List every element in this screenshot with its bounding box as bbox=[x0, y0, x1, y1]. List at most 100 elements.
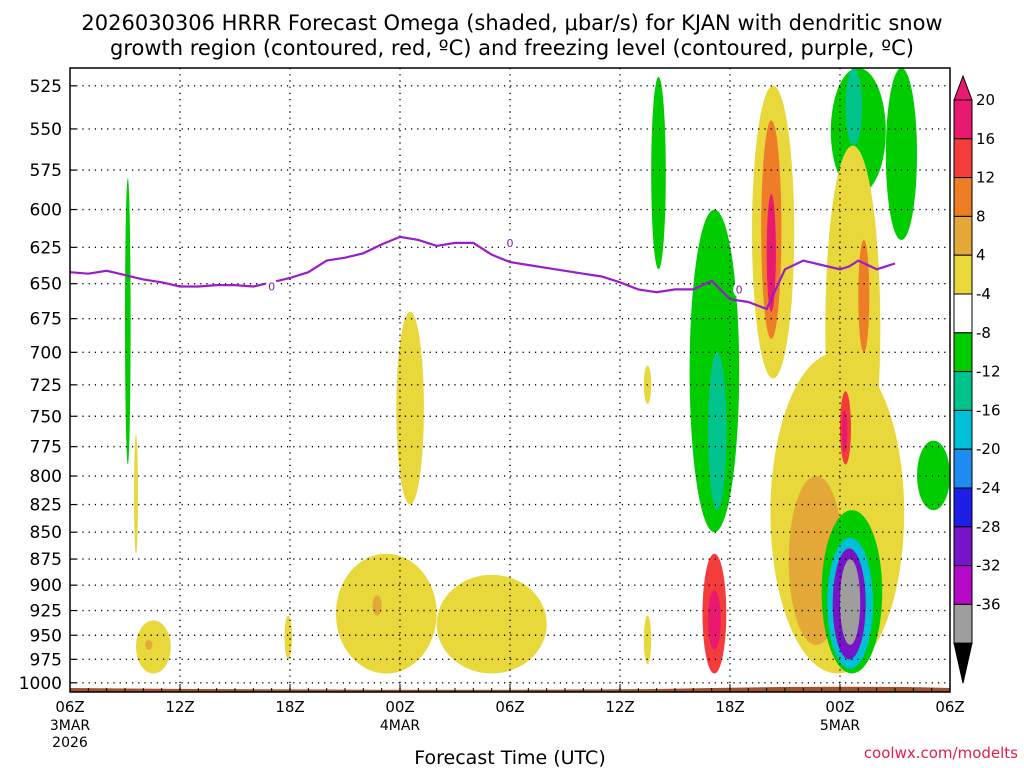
x-tick-label-30: 12Z bbox=[605, 698, 634, 716]
x-tick-label-24: 06Z bbox=[495, 698, 524, 716]
omega-region-12 bbox=[643, 615, 652, 665]
legend-swatch--20 bbox=[953, 448, 973, 489]
omega-region-5 bbox=[284, 615, 292, 660]
omega-region-2 bbox=[134, 434, 138, 554]
omega-region-19 bbox=[766, 194, 776, 312]
y-tick-label-825: 825 bbox=[30, 496, 62, 516]
y-tick-label-750: 750 bbox=[30, 407, 62, 427]
legend-swatch-8 bbox=[953, 215, 973, 256]
legend-swatch-12 bbox=[953, 177, 973, 217]
legend-swatch--12 bbox=[953, 371, 973, 411]
legend-label-16: 16 bbox=[976, 130, 995, 148]
color-legend: 20 16 12 8 4 -4 -8 -12 -16 -20 -24 -28 -32 -36 bbox=[953, 74, 1001, 684]
y-tick-label-925: 925 bbox=[30, 602, 62, 622]
legend-label--20: -20 bbox=[976, 440, 1001, 458]
y-tick-label-775: 775 bbox=[30, 438, 62, 458]
omega-region-32 bbox=[917, 440, 950, 511]
legend-swatch--32 bbox=[953, 565, 973, 605]
omega-region-24 bbox=[825, 145, 881, 511]
legend-swatch--16 bbox=[953, 409, 973, 450]
x-date-label-0-0: 3MAR bbox=[50, 718, 91, 734]
omega-region-16 bbox=[708, 590, 721, 650]
legend-label--8: -8 bbox=[976, 324, 991, 342]
x-tick-label-18: 00Z bbox=[385, 698, 414, 716]
omega-region-10 bbox=[651, 76, 666, 270]
axes: 525 550 575 600 625 650 675 700 725 750 775 800 825 8… bbox=[19, 67, 965, 751]
legend-label--4: -4 bbox=[976, 285, 991, 303]
legend-label-12: 12 bbox=[976, 169, 995, 187]
y-tick-label-600: 600 bbox=[30, 201, 62, 221]
plot-area: 0 0 0 bbox=[69, 68, 950, 692]
y-tick-label-975: 975 bbox=[30, 650, 62, 670]
legend-label--36: -36 bbox=[976, 595, 1001, 613]
omega-region-6 bbox=[396, 311, 424, 505]
legend-swatch--28 bbox=[953, 526, 973, 567]
y-tick-label-550: 550 bbox=[30, 120, 62, 140]
legend-label--32: -32 bbox=[976, 557, 1001, 575]
omega-region-30 bbox=[840, 559, 861, 645]
credit-text: coolwx.com/modelts bbox=[864, 744, 1018, 762]
legend-swatch--36 bbox=[953, 603, 973, 644]
legend-swatch--24 bbox=[953, 487, 973, 528]
legend-swatch--4 bbox=[953, 293, 973, 334]
x-date-label-0-1: 2026 bbox=[52, 735, 88, 751]
freezing-level-label-text: 0 bbox=[736, 283, 743, 296]
omega-region-8 bbox=[436, 574, 547, 674]
freezing-level-label-1: 0 bbox=[265, 278, 278, 295]
omega-region-31 bbox=[885, 68, 918, 240]
y-tick-label-650: 650 bbox=[30, 275, 62, 295]
y-tick-label-850: 850 bbox=[30, 523, 62, 543]
omega-region-9 bbox=[372, 595, 382, 616]
freezing-level-label-text: 0 bbox=[268, 281, 275, 294]
freezing-level-label-3: 0 bbox=[733, 281, 746, 298]
freezing-level-label-text: 0 bbox=[507, 237, 514, 250]
y-tick-label-800: 800 bbox=[30, 467, 62, 487]
y-tick-label-950: 950 bbox=[30, 626, 62, 646]
legend-label-8: 8 bbox=[976, 207, 986, 225]
omega-region-26 bbox=[841, 410, 848, 453]
legend-swatch-16 bbox=[953, 138, 973, 179]
legend-label--28: -28 bbox=[976, 518, 1001, 536]
omega-region-23 bbox=[845, 68, 863, 146]
omega-region-14 bbox=[708, 352, 727, 511]
x-date-label-42-0: 5MAR bbox=[820, 718, 861, 734]
legend-swatch-4 bbox=[953, 254, 973, 295]
x-tick-label-12: 18Z bbox=[275, 698, 304, 716]
legend-label--24: -24 bbox=[976, 479, 1001, 497]
legend-label-4: 4 bbox=[976, 246, 986, 264]
legend-bottom-arrow bbox=[953, 642, 973, 684]
x-axis-title: Forecast Time (UTC) bbox=[414, 747, 605, 768]
y-tick-label-675: 675 bbox=[30, 310, 62, 330]
y-tick-label-625: 625 bbox=[30, 238, 62, 258]
x-tick-label-0: 06Z bbox=[55, 698, 84, 716]
legend-label-20: 20 bbox=[976, 91, 995, 109]
omega-region-7 bbox=[335, 553, 437, 674]
legend-label--12: -12 bbox=[976, 363, 1001, 381]
freezing-level-label-2: 0 bbox=[504, 234, 516, 251]
freezing-level-label-bg bbox=[265, 278, 278, 295]
omega-region-33 bbox=[858, 239, 870, 353]
y-tick-label-875: 875 bbox=[30, 550, 62, 570]
x-date-label-18-0: 4MAR bbox=[380, 718, 421, 734]
freezing-level-label-bg bbox=[504, 234, 516, 251]
x-tick-label-42: 00Z bbox=[825, 698, 854, 716]
y-tick-label-1000: 1000 bbox=[19, 674, 62, 694]
omega-region-4 bbox=[145, 640, 153, 650]
x-tick-label-36: 18Z bbox=[715, 698, 744, 716]
x-tick-label-6: 12Z bbox=[165, 698, 194, 716]
chart-title-line-1: 2026030306 HRRR Forecast Omega (shaded, … bbox=[81, 11, 942, 35]
legend-label--16: -16 bbox=[976, 401, 1001, 419]
y-tick-label-525: 525 bbox=[30, 77, 62, 97]
y-tick-label-725: 725 bbox=[30, 376, 62, 396]
y-tick-label-900: 900 bbox=[30, 576, 62, 596]
legend-swatch-20 bbox=[953, 99, 973, 140]
chart-title-line-2: growth region (contoured, red, ºC) and f… bbox=[110, 36, 914, 60]
y-tick-label-700: 700 bbox=[30, 343, 62, 363]
omega-region-1 bbox=[125, 178, 131, 465]
y-tick-label-575: 575 bbox=[30, 161, 62, 181]
omega-region-3 bbox=[136, 620, 171, 674]
x-tick-label-48: 06Z bbox=[935, 698, 964, 716]
freezing-level-label-bg bbox=[733, 281, 746, 298]
freezing-level-line bbox=[69, 235, 896, 311]
